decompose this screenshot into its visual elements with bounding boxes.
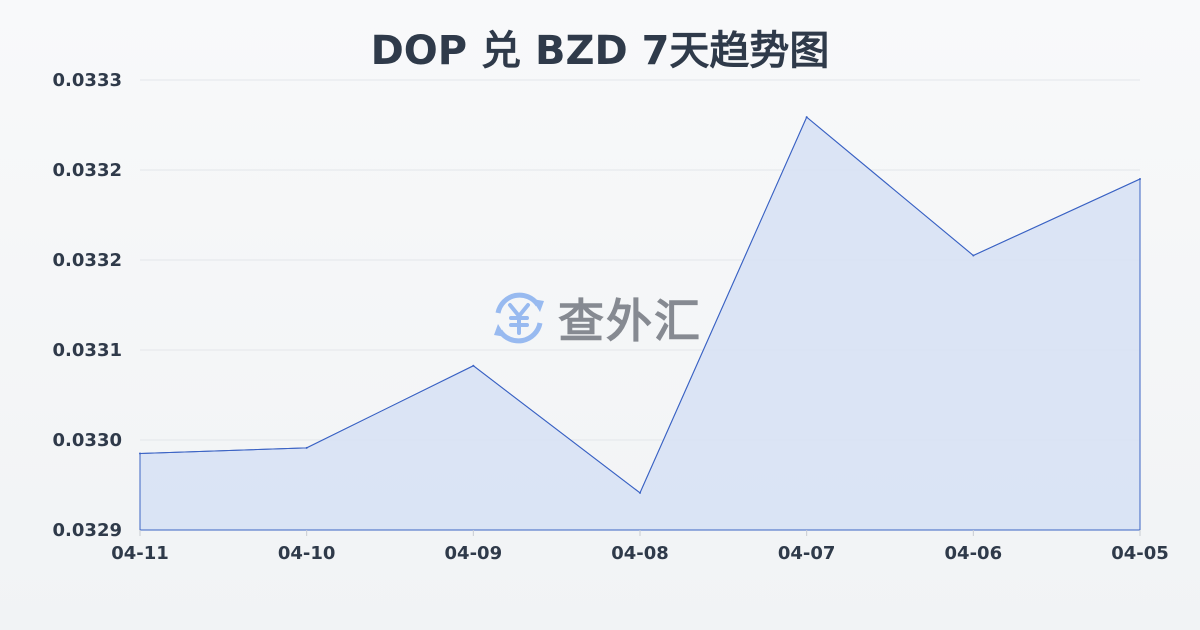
x-tick-label: 04-06 — [945, 543, 1003, 564]
y-tick-label: 0.0332 — [53, 160, 122, 181]
chart-title: DOP 兑 BZD 7天趋势图 — [370, 28, 830, 74]
y-tick-label: 0.0333 — [53, 70, 122, 91]
watermark-text: 查外汇 — [558, 294, 702, 348]
data-point — [1139, 178, 1141, 180]
x-tick-label: 04-10 — [278, 543, 336, 564]
data-point — [305, 446, 308, 449]
y-tick-label: 0.0331 — [53, 340, 122, 361]
x-tick-label: 04-05 — [1111, 543, 1169, 564]
data-point — [472, 364, 475, 367]
data-point — [972, 254, 975, 257]
yen-exchange-icon — [494, 292, 544, 344]
data-point — [139, 452, 141, 455]
watermark: 查外汇 — [488, 285, 702, 351]
x-tick-label: 04-08 — [611, 543, 669, 564]
data-point — [639, 491, 641, 494]
y-tick-label: 0.0329 — [53, 520, 122, 541]
data-point — [805, 116, 808, 119]
x-tick-label: 04-07 — [778, 543, 836, 564]
x-tick-label: 04-11 — [111, 543, 169, 564]
y-tick-label: 0.0332 — [53, 250, 122, 271]
x-tick-label: 04-09 — [445, 543, 503, 564]
y-tick-label: 0.0330 — [53, 430, 122, 451]
